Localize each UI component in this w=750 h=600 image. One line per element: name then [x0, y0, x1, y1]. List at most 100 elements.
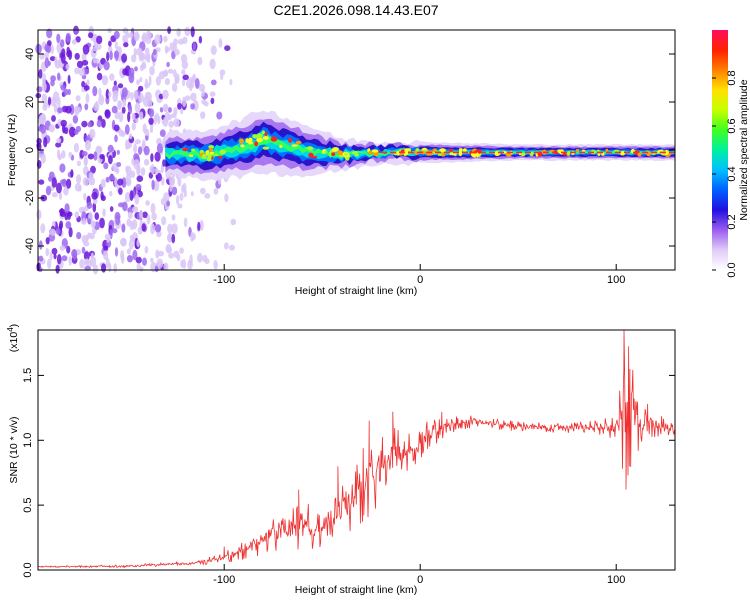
spectrogram-noise-blob — [49, 251, 53, 261]
snr-x-label: Height of straight line (km) — [295, 584, 418, 596]
spectrogram-noise-blob — [152, 48, 157, 56]
spectrogram-noise-blob — [78, 67, 85, 77]
spectrogram-noise-blob — [171, 82, 178, 92]
spectrogram-noise-blob — [117, 100, 122, 110]
spectrogram-noise-blob — [142, 211, 148, 219]
spectrogram-noise-blob — [50, 96, 58, 107]
spectrogram-noise-blob — [133, 153, 140, 161]
spectrogram-hotspot — [295, 140, 302, 145]
colorbar-tick-label: 0.8 — [726, 70, 738, 85]
spectrogram-noise-blob — [81, 52, 87, 62]
spectrogram-noise-blob — [94, 100, 99, 110]
spectrogram-noise-blob — [44, 57, 50, 69]
spectrogram-noise-blob — [75, 95, 81, 102]
spectrogram-noise-blob — [143, 158, 150, 166]
spectrogram-noise-blob — [56, 254, 62, 265]
spectrogram-noise-blob — [38, 153, 42, 159]
spectrogram-hotspot — [371, 149, 379, 153]
spectrogram-noise-blob — [89, 128, 96, 139]
spectrogram-noise-blob — [109, 190, 113, 197]
spectrogram-noise-blob — [163, 262, 169, 272]
spectrogram-noise-blob — [151, 212, 157, 221]
spectrogram-noise-blob — [108, 155, 113, 165]
spectrogram-noise-blob — [38, 126, 43, 132]
spectrogram-noise-blob — [171, 233, 176, 244]
snr-y-tick-label: 0.0 — [22, 562, 34, 577]
spectrogram-noise-blob — [197, 252, 203, 263]
spectrogram-noise-blob — [121, 223, 126, 233]
spectrogram-hotspot — [240, 144, 245, 148]
spectrogram-noise-blob — [165, 46, 170, 53]
spectrogram-noise-blob — [101, 118, 106, 128]
spectrogram-noise-blob — [92, 58, 100, 64]
spectrogram-noise-blob — [40, 152, 46, 164]
spectrogram-noise-blob — [154, 34, 161, 45]
spectrogram-noise-blob — [173, 250, 180, 258]
spectrogram-noise-blob — [133, 143, 138, 154]
colorbar-ticks: 0.0 0.2 0.4 0.6 0.8 — [712, 70, 738, 278]
spectrogram-noise-blob — [61, 48, 66, 58]
spectrogram-noise-blob — [210, 45, 217, 56]
spectrogram-noise-blob — [204, 193, 211, 199]
colorbar-tick-label: 0.2 — [726, 214, 738, 229]
spectrogram-noise-blob — [121, 53, 128, 63]
spectrogram-hotspot — [437, 153, 443, 156]
spectrogram-noise-blob — [150, 203, 156, 214]
spectrogram-noise-blob — [203, 101, 209, 107]
spectrogram-hotspot — [331, 152, 336, 157]
spectrogram-hotspot — [331, 147, 339, 152]
spectrogram-noise-blob — [189, 76, 196, 83]
spectrogram-noise-blob — [118, 187, 123, 195]
spectrogram-noise-blob — [120, 237, 127, 247]
spectrogram-noise-blob — [161, 216, 167, 226]
spectrogram-noise-blob — [38, 179, 45, 185]
spectrogram-noise-blob — [122, 87, 128, 98]
spectrogram-noise-blob — [183, 217, 188, 228]
spectrogram-noise-blob — [133, 31, 140, 42]
spectrogram-noise-blob — [105, 88, 110, 99]
snr-y-label: SNR (10 * v/v) — [8, 416, 20, 483]
spectrogram-noise-blob — [142, 96, 150, 107]
spectrogram-noise-blob — [139, 211, 143, 219]
spectrogram-noise-blob — [145, 200, 150, 206]
spectrogram-noise-blob — [133, 159, 140, 170]
spectrogram-noise-blob — [79, 258, 85, 269]
spectrogram-noise-blob — [155, 249, 160, 259]
spectrogram-noise-blob — [68, 227, 73, 238]
spectrogram-noise-blob — [144, 246, 149, 254]
spectrogram-hotspot — [308, 152, 314, 158]
spectrogram-noise-blob — [57, 97, 61, 108]
spectrogram-noise-blob — [184, 26, 191, 37]
spectrogram-hotspot — [264, 131, 268, 136]
spectrogram-noise-blob — [134, 102, 141, 113]
spectrogram-noise-blob — [74, 67, 80, 75]
spectrogram-noise-blob — [128, 72, 135, 84]
spectrogram-noise-blob — [127, 111, 131, 123]
spectrogram-noise-blob — [182, 182, 187, 192]
spectrogram-noise-blob — [84, 156, 88, 167]
spectrogram-noise-blob — [44, 43, 50, 53]
spectrogram-noise-blob — [131, 112, 136, 121]
spectrogram-hotspot — [182, 147, 189, 151]
spectrogram-noise-blob — [70, 169, 74, 178]
spectrogram-noise-blob — [51, 192, 58, 198]
spectrogram-x-label: Height of straight line (km) — [295, 285, 418, 297]
spectrogram-noise-blob — [40, 113, 46, 124]
spectrogram-noise-blob — [162, 116, 169, 127]
spectrogram-hotspot — [279, 144, 283, 148]
spectrogram-noise-blob — [151, 179, 155, 190]
spectrogram-noise-blob — [65, 221, 72, 229]
snr-y-tick-label: 1.0 — [22, 433, 34, 448]
spectrogram-noise-blob — [113, 263, 118, 273]
spectrogram-hotspot — [449, 152, 456, 156]
spectrogram-noise-blob — [201, 88, 205, 97]
spectrogram-noise-blob — [46, 28, 53, 39]
spectrogram-y-tick-label: -20 — [24, 190, 36, 206]
spectrogram-noise-blob — [128, 238, 134, 250]
spectrogram-noise-blob — [210, 97, 215, 105]
spectrogram-noise-blob — [148, 117, 154, 125]
spectrogram-noise-blob — [149, 127, 154, 133]
spectrogram-hotspot — [619, 150, 626, 156]
spectrogram-noise-blob — [53, 253, 57, 260]
